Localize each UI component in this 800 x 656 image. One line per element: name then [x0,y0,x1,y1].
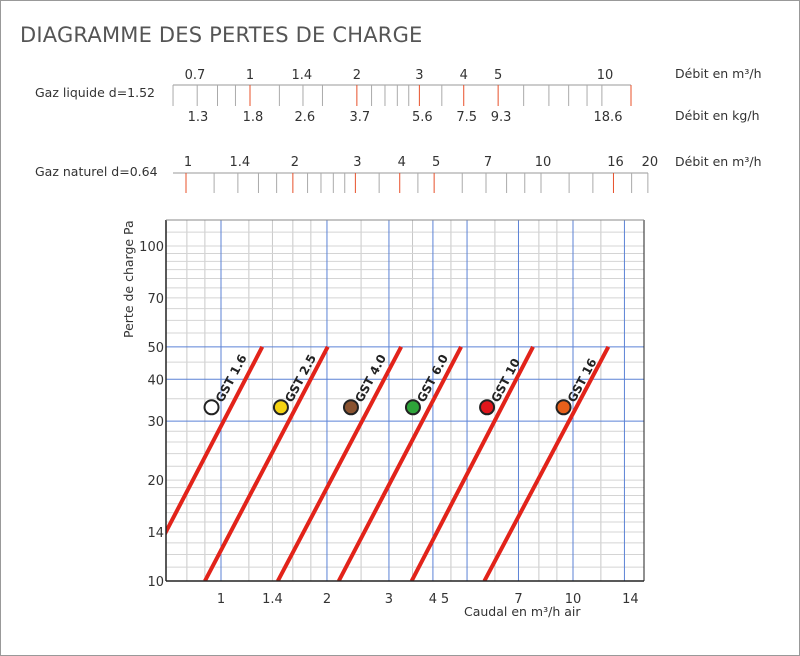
series-line [166,345,265,537]
liquid-top-unit: Débit en m³/h [675,66,762,81]
natural-gas-scale: 1 1.4 2 3 4 5 7 10 16 20 [173,155,658,193]
tick-label: 3 [353,155,361,170]
x-tick-label: 4 [429,592,437,607]
series-marker [342,399,359,416]
top-tick-label: 3 [415,68,423,83]
series-marker [555,399,572,416]
y-tick-label: 70 [147,292,164,307]
y-tick-label: 10 [147,575,164,590]
top-tick-label: 0.7 [185,68,206,83]
x-tick-label: 1.4 [262,592,283,607]
liquid-gas-scale: 0.7 1 1.4 2 3 4 5 10 1.3 1.8 2.6 3.7 5.6 7.5 9.3 18.6 [172,68,632,125]
tick-label: 5 [432,155,440,170]
series-line [336,345,463,581]
x-tick-label: 2 [323,592,331,607]
bottom-tick-label: 2.6 [295,110,316,125]
y-tick-label: 14 [147,526,164,541]
x-tick-label: 3 [385,592,393,607]
x-tick-label: 7 [514,592,522,607]
y-axis-label: Perte de charge Pa [121,220,136,338]
tick-label: 1.4 [230,155,251,170]
bottom-tick-label: 3.7 [350,110,371,125]
x-tick-label: 5 [441,592,449,607]
liquid-gas-label: Gaz liquide d=1.52 [35,85,155,100]
tick-label: 2 [291,155,299,170]
tick-label: 1 [184,155,192,170]
x-tick-label: 10 [565,592,582,607]
bottom-tick-label: 7.5 [456,110,477,125]
tick-label: 20 [642,155,659,170]
bottom-tick-label: 5.6 [412,110,433,125]
top-tick-label: 1.4 [292,68,313,83]
bottom-tick-label: 1.3 [188,110,209,125]
y-tick-label: 50 [147,341,164,356]
tick-label: 7 [484,155,492,170]
bottom-tick-label: 9.3 [491,110,512,125]
series-marker [479,399,496,416]
liquid-bottom-unit: Débit en kg/h [675,108,760,123]
x-tick-label: 14 [622,592,639,607]
chart-axes: 1 1.4 2 3 4 5 7 10 14 10 14 20 30 40 50 70 100 [139,219,645,607]
diagram-title: DIAGRAMME DES PERTES DE CHARGE [20,23,423,47]
series-marker [404,399,421,416]
bottom-tick-label: 18.6 [594,110,623,125]
y-tick-label: 20 [147,474,164,489]
bottom-tick-label: 1.8 [243,110,264,125]
series-line [482,345,611,581]
y-tick-label: 30 [147,415,164,430]
natural-unit: Débit en m³/h [675,154,762,169]
y-tick-label: 40 [147,373,164,388]
y-tick-label: 100 [139,240,164,255]
series-line [203,345,330,581]
top-tick-label: 4 [460,68,468,83]
x-axis-label: Caudal en m³/h air [464,604,581,619]
top-tick-label: 2 [353,68,361,83]
tick-label: 16 [607,155,624,170]
series-marker [203,399,220,416]
series-line [409,345,535,581]
top-tick-label: 5 [494,68,502,83]
top-tick-label: 10 [597,68,614,83]
tick-label: 10 [535,155,552,170]
series-line [276,345,403,581]
natural-gas-label: Gaz naturel d=0.64 [35,164,158,179]
series-marker [272,399,289,416]
x-tick-label: 1 [217,592,225,607]
tick-label: 4 [398,155,406,170]
top-tick-label: 1 [246,68,254,83]
